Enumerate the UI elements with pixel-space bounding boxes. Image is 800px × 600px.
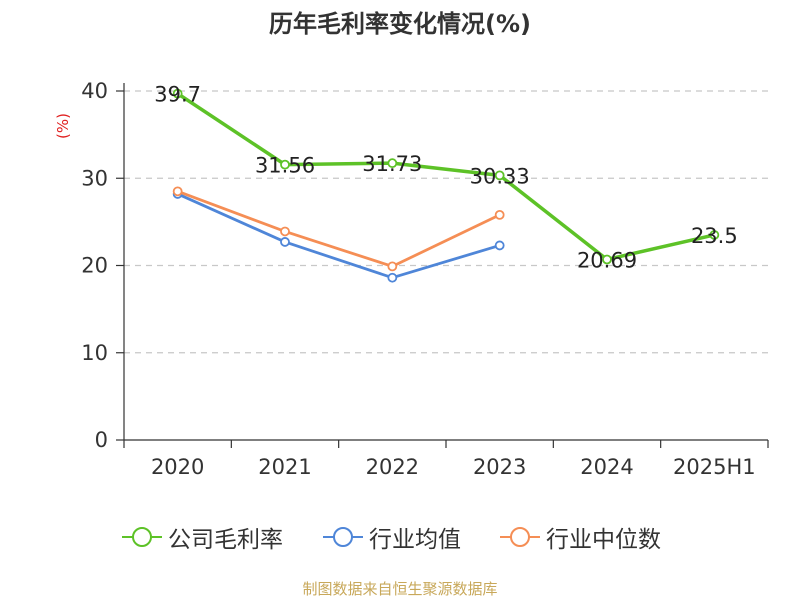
y-axis-label: (%) bbox=[54, 113, 72, 139]
data-point bbox=[387, 272, 398, 283]
series-line-1 bbox=[177, 192, 501, 280]
data-point bbox=[172, 88, 183, 99]
y-tick-label: 0 bbox=[95, 428, 108, 452]
data-point bbox=[494, 170, 505, 181]
chart-title: 历年毛利率变化情况(%) bbox=[269, 10, 531, 38]
x-tick-label: 2025H1 bbox=[673, 455, 756, 479]
legend-item-industry-median[interactable]: 行业中位数 bbox=[500, 520, 661, 554]
chart-legend: 公司毛利率 行业均值 行业中位数 bbox=[0, 520, 800, 554]
x-tick-label: 2024 bbox=[580, 455, 633, 479]
data-label: 39.7 bbox=[154, 83, 201, 107]
y-tick-label: 40 bbox=[81, 79, 108, 103]
data-point bbox=[280, 159, 290, 170]
x-tick-label: 2021 bbox=[258, 455, 311, 479]
legend-label-industry-median: 行业中位数 bbox=[546, 527, 661, 553]
y-tick-label: 20 bbox=[81, 254, 108, 278]
data-label: 30.33 bbox=[470, 164, 530, 188]
y-tick-label: 30 bbox=[81, 166, 108, 190]
data-point bbox=[387, 261, 398, 272]
x-tick-label: 2022 bbox=[366, 455, 419, 479]
legend-swatch-industry-avg bbox=[323, 527, 363, 547]
data-label: 31.56 bbox=[255, 154, 315, 178]
x-tick-label: 2023 bbox=[473, 455, 526, 479]
x-tick-label: 2020 bbox=[151, 455, 204, 479]
data-point bbox=[494, 240, 505, 251]
legend-label-industry-avg: 行业均值 bbox=[369, 527, 461, 553]
legend-item-industry-avg[interactable]: 行业均值 bbox=[323, 520, 461, 554]
data-point bbox=[172, 186, 183, 197]
legend-item-company[interactable]: 公司毛利率 bbox=[122, 520, 283, 554]
data-point bbox=[494, 209, 505, 220]
data-point bbox=[709, 230, 720, 240]
data-label: 20.69 bbox=[577, 248, 637, 272]
data-point bbox=[387, 158, 398, 169]
data-point bbox=[280, 226, 290, 237]
legend-swatch-company bbox=[122, 527, 162, 547]
data-label: 31.73 bbox=[362, 152, 422, 176]
data-point bbox=[280, 237, 290, 247]
legend-label-company: 公司毛利率 bbox=[168, 527, 283, 553]
data-label: 23.5 bbox=[691, 224, 738, 248]
series-line-2 bbox=[177, 190, 501, 268]
series-line-0 bbox=[176, 92, 715, 262]
legend-swatch-industry-median bbox=[500, 527, 540, 547]
data-point bbox=[602, 254, 612, 265]
y-tick-label: 10 bbox=[81, 341, 108, 365]
source-footer: 制图数据来自恒生聚源数据库 bbox=[302, 580, 498, 598]
